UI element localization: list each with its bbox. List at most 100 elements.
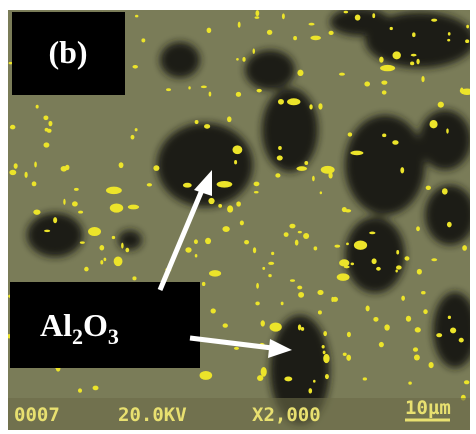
micrograph: (b) Al2O3 0007 20.0KV X2,000 10µm [0,0,476,434]
particle [293,36,297,40]
particle [255,10,259,16]
particle [278,146,282,150]
particle [125,248,129,252]
particle [147,183,152,186]
particle [99,245,104,250]
particle [275,173,280,177]
particle [208,198,214,204]
particle [382,134,386,138]
particle [227,116,231,122]
particle [328,172,332,178]
particle [209,270,221,276]
particle [119,162,124,168]
particle [308,23,314,26]
particle [447,39,450,42]
annotation-part: 3 [108,324,119,349]
annotation-part: Al [40,307,72,343]
particle [318,310,322,314]
particle [466,25,469,29]
particle [121,243,124,249]
particle [43,142,49,147]
particle [416,59,419,65]
particle [436,333,442,337]
particle [131,135,135,140]
particle [88,227,101,236]
particle [211,308,216,313]
particle [282,13,285,19]
particle [166,88,171,91]
particle [202,282,206,286]
particle [298,231,302,233]
particle [464,380,469,384]
particle [261,320,265,326]
particle [257,375,263,381]
particle [323,331,327,336]
particle [337,273,350,280]
particle [104,258,107,262]
particle [100,260,103,264]
info-text: 10µm [405,397,451,419]
particle [431,19,437,22]
particle [236,92,241,97]
particle [431,258,437,261]
particle [298,324,301,330]
particle [284,232,289,237]
particle [240,220,244,225]
particle [128,205,139,210]
particle [209,92,212,97]
particle [346,243,349,246]
particle [257,89,262,93]
info-text: X2,000 [252,404,321,426]
particle [308,388,312,393]
particle [153,165,159,171]
particle [110,203,123,212]
particle [321,166,335,174]
particle [14,163,18,169]
particle [416,226,420,231]
particle [290,279,295,282]
particle [93,386,99,391]
particle [80,241,85,243]
particle [234,160,237,164]
particle [344,266,350,269]
particle [314,246,318,250]
particle [238,22,241,28]
particle [364,81,370,86]
particle [32,181,37,186]
particle [379,342,384,347]
particle [200,371,213,380]
particle [33,210,40,215]
particle [344,11,348,14]
particle [72,201,78,206]
particle [423,309,427,314]
particle [421,291,426,294]
particle [429,362,434,368]
particle [135,128,138,131]
particle [132,276,136,280]
particle [36,105,39,109]
particle [262,267,265,270]
particle [334,245,340,248]
particle [347,332,351,337]
particle [401,296,405,301]
particle [369,232,375,235]
particle [222,226,229,232]
particle [78,211,83,214]
particle [268,274,271,277]
particle [405,256,410,260]
particle [223,323,228,327]
particle [112,236,115,239]
particle [395,270,397,273]
particle [415,327,421,332]
annotation-part: 2 [72,324,83,349]
particle [462,245,467,251]
particle [317,290,323,295]
particle [244,240,249,244]
particle [329,31,334,35]
particle [234,347,239,350]
particle [304,161,308,165]
particle [396,250,399,254]
particle [332,297,338,302]
particle [320,191,322,194]
particle [339,259,349,266]
